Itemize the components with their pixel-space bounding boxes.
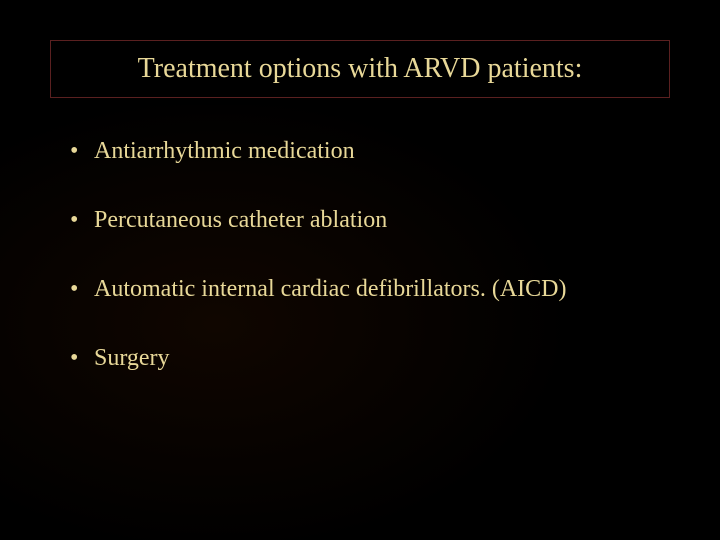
slide-title: Treatment options with ARVD patients: — [71, 53, 649, 85]
bullet-item: Antiarrhythmic medication — [70, 138, 670, 165]
slide-container: Treatment options with ARVD patients: An… — [0, 0, 720, 540]
bullet-list: Antiarrhythmic medication Percutaneous c… — [50, 138, 670, 372]
bullet-item: Surgery — [70, 345, 670, 372]
title-box: Treatment options with ARVD patients: — [50, 40, 670, 98]
bullet-item: Percutaneous catheter ablation — [70, 207, 670, 234]
bullet-item: Automatic internal cardiac defibrillator… — [70, 276, 670, 303]
